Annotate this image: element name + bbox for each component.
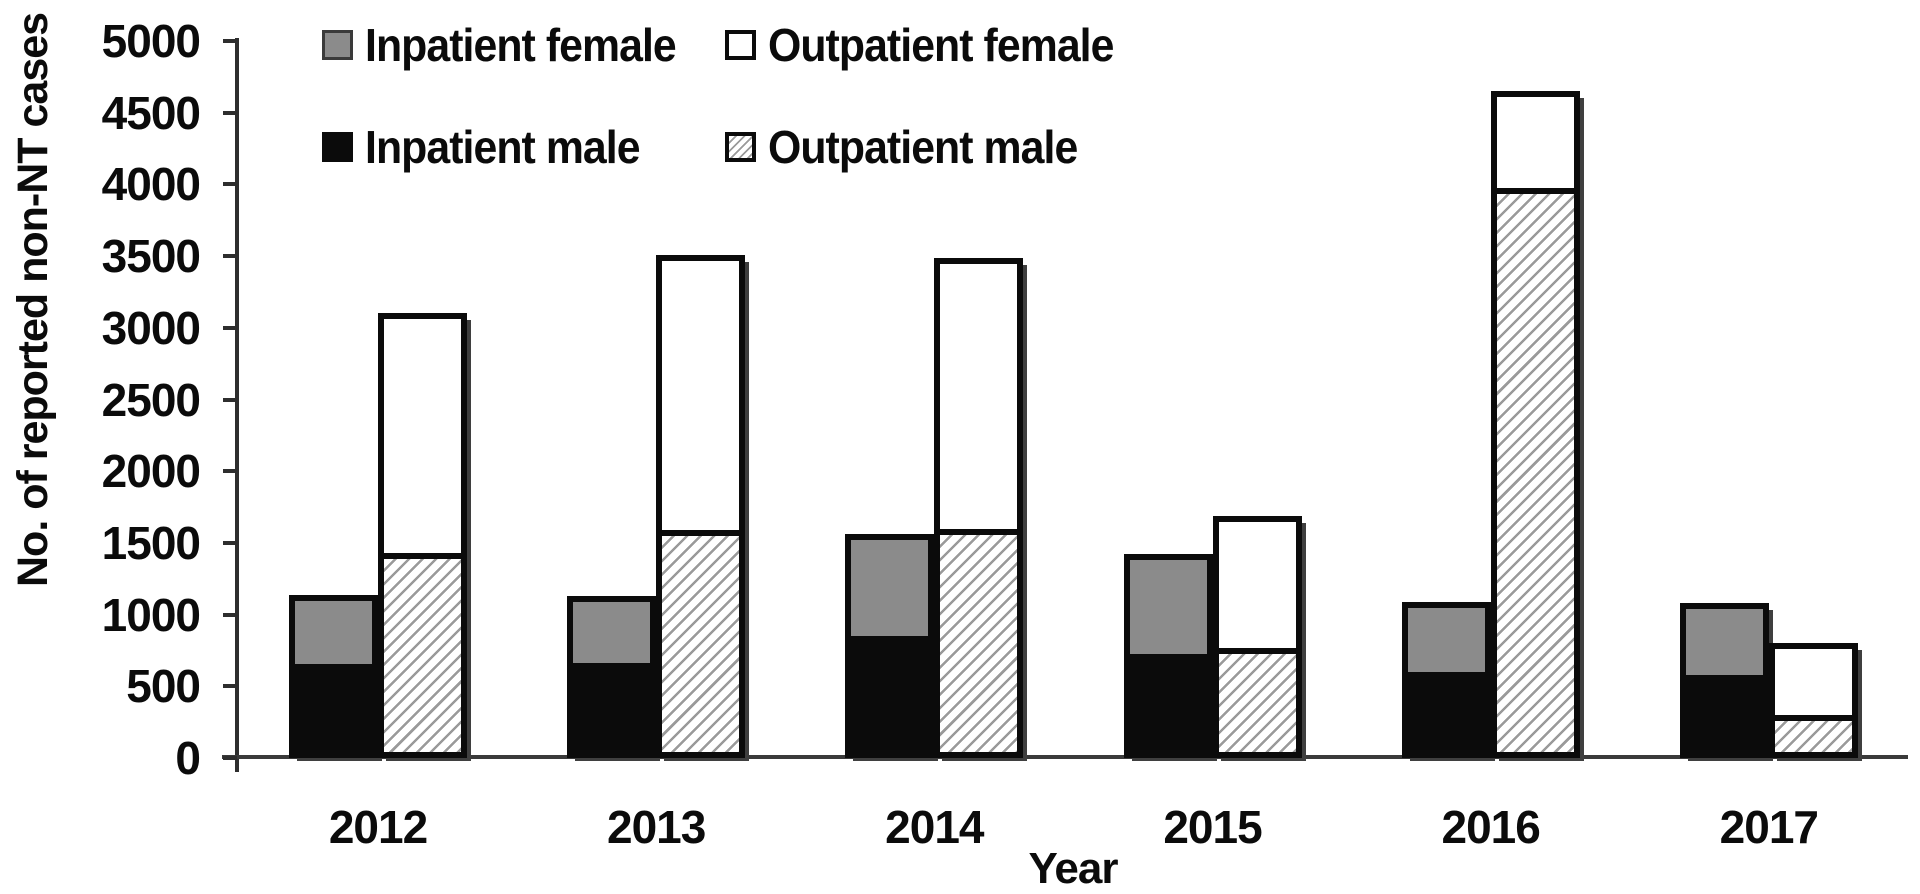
inpatient-female-segment (1407, 608, 1485, 673)
y-tick-label: 4500 (101, 86, 201, 139)
outpatient-male-segment (1774, 715, 1852, 752)
outpatient-bar-2013 (656, 255, 746, 758)
outpatient-bar-2017 (1768, 643, 1858, 758)
inpatient-male-segment (1129, 653, 1207, 752)
y-tick-label: 2000 (101, 445, 201, 498)
y-tick-mark (223, 39, 237, 43)
y-tick-mark (223, 254, 237, 259)
inpatient-bar-2012 (289, 595, 379, 758)
x-tick-label-2013: 2013 (606, 801, 706, 853)
outpatient-bar-2016 (1490, 91, 1580, 758)
legend-label: Inpatient male (365, 121, 641, 173)
legend-item-outpatient-female: Outpatient female (725, 18, 1140, 72)
inpatient-bar-2014 (845, 534, 935, 758)
y-tick-mark (223, 684, 237, 689)
y-tick-label: 3500 (101, 230, 201, 283)
outpatient-female-segment (940, 264, 1018, 530)
x-tick-label-2012: 2012 (328, 801, 428, 853)
y-tick-mark (223, 110, 237, 115)
inpatient-bar-2013 (567, 596, 657, 758)
outpatient-male-segment (662, 529, 740, 752)
outpatient-female-segment (384, 319, 462, 554)
x-axis-line (222, 755, 1908, 759)
y-tick-mark (223, 469, 237, 474)
outpatient-female-segment (662, 261, 740, 530)
outpatient-male-segment (940, 529, 1018, 752)
inpatient-bar-2017 (1679, 603, 1769, 758)
legend-swatch-icon (725, 30, 756, 60)
y-tick-label: 4000 (101, 158, 201, 211)
inpatient-bar-2015 (1123, 554, 1213, 758)
y-tick-mark (223, 325, 237, 330)
x-tick-label-2014: 2014 (885, 801, 984, 853)
outpatient-female-segment (1496, 97, 1574, 188)
inpatient-bar-2016 (1401, 602, 1491, 758)
y-tick-label: 2500 (101, 373, 201, 426)
outpatient-male-segment (384, 553, 462, 752)
y-tick-label: 500 (126, 660, 201, 713)
x-tick-label-2017: 2017 (1719, 801, 1819, 853)
outpatient-bar-2015 (1212, 516, 1302, 758)
legend-item-inpatient-male: Inpatient male (322, 120, 660, 174)
y-tick-mark (223, 540, 237, 545)
y-tick-mark (223, 756, 237, 760)
legend-item-outpatient-male: Outpatient male (725, 120, 1101, 174)
inpatient-female-segment (851, 540, 929, 637)
outpatient-bar-2014 (934, 258, 1024, 758)
legend-label: Outpatient male (768, 121, 1078, 173)
y-tick-mark (223, 182, 237, 187)
x-tick-label-2015: 2015 (1163, 801, 1262, 853)
y-tick-label: 0 (175, 732, 201, 784)
outpatient-bar-2012 (378, 313, 468, 758)
inpatient-female-segment (1129, 560, 1207, 654)
y-axis-line (235, 38, 239, 772)
inpatient-male-segment (1407, 672, 1485, 752)
y-tick-label: 1000 (101, 588, 201, 641)
outpatient-female-segment (1774, 649, 1852, 716)
inpatient-female-segment (1685, 609, 1763, 675)
outpatient-female-segment (1218, 522, 1296, 648)
inpatient-female-segment (573, 602, 651, 664)
y-tick-label: 1500 (101, 516, 201, 569)
legend-swatch-icon (322, 30, 353, 60)
x-tick-label-2016: 2016 (1441, 801, 1540, 853)
legend-label: Outpatient female (768, 19, 1114, 71)
inpatient-male-segment (295, 663, 373, 752)
y-tick-label: 3000 (101, 301, 201, 354)
inpatient-male-segment (1685, 674, 1763, 752)
x-axis-title: Year (1028, 844, 1119, 893)
y-tick-label: 5000 (101, 15, 201, 67)
inpatient-female-segment (295, 601, 373, 664)
legend-item-inpatient-female: Inpatient female (322, 18, 699, 72)
legend-label: Inpatient female (365, 19, 677, 71)
inpatient-male-segment (573, 663, 651, 752)
legend-swatch-icon (725, 132, 756, 162)
y-tick-mark (223, 612, 237, 617)
legend-swatch-icon (322, 132, 353, 162)
outpatient-male-segment (1218, 647, 1296, 752)
y-tick-mark (223, 397, 237, 402)
outpatient-male-segment (1496, 187, 1574, 752)
inpatient-male-segment (851, 636, 929, 752)
